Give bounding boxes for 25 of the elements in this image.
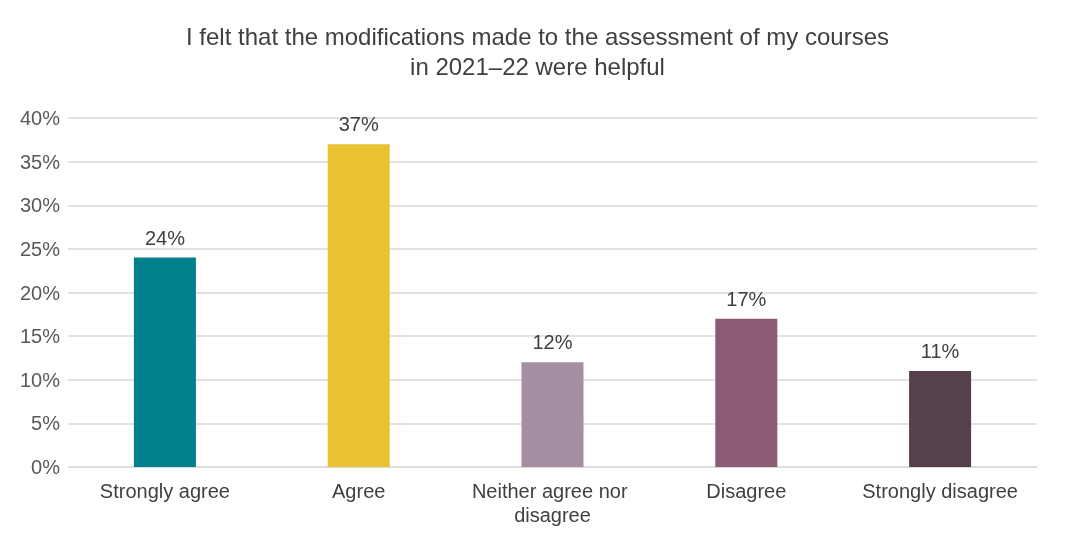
y-tick-label: 0% (31, 456, 61, 478)
bar (909, 371, 972, 467)
bar (715, 318, 778, 467)
y-tick-label: 25% (19, 237, 61, 260)
y-tick-label: 15% (19, 325, 61, 348)
bar (327, 144, 390, 467)
data-label: 17% (726, 287, 767, 310)
bar (521, 362, 584, 467)
x-tick-label: Strongly disagree (862, 480, 1018, 502)
y-tick-label: 10% (19, 368, 61, 391)
y-tick-label: 35% (19, 150, 61, 173)
x-tick-label: Strongly agree (99, 480, 230, 502)
data-label: 24% (144, 226, 186, 249)
x-tick-label: Disagree (706, 480, 787, 502)
y-tick-label: 20% (19, 281, 61, 304)
data-label: 11% (920, 340, 960, 363)
y-tick-label: 40% (19, 107, 61, 129)
y-tick-label: 30% (19, 194, 61, 217)
bar (133, 257, 196, 467)
x-tick-label: Agree (332, 480, 386, 502)
data-label: 37% (338, 113, 379, 136)
y-tick-label: 5% (31, 412, 61, 435)
chart-title: I felt that the modifications made to the assessment of my courses in 2021–22 were helpful (186, 22, 889, 80)
data-label: 12% (532, 331, 573, 354)
x-tick-label: Neither agree nor disagree (471, 480, 634, 526)
